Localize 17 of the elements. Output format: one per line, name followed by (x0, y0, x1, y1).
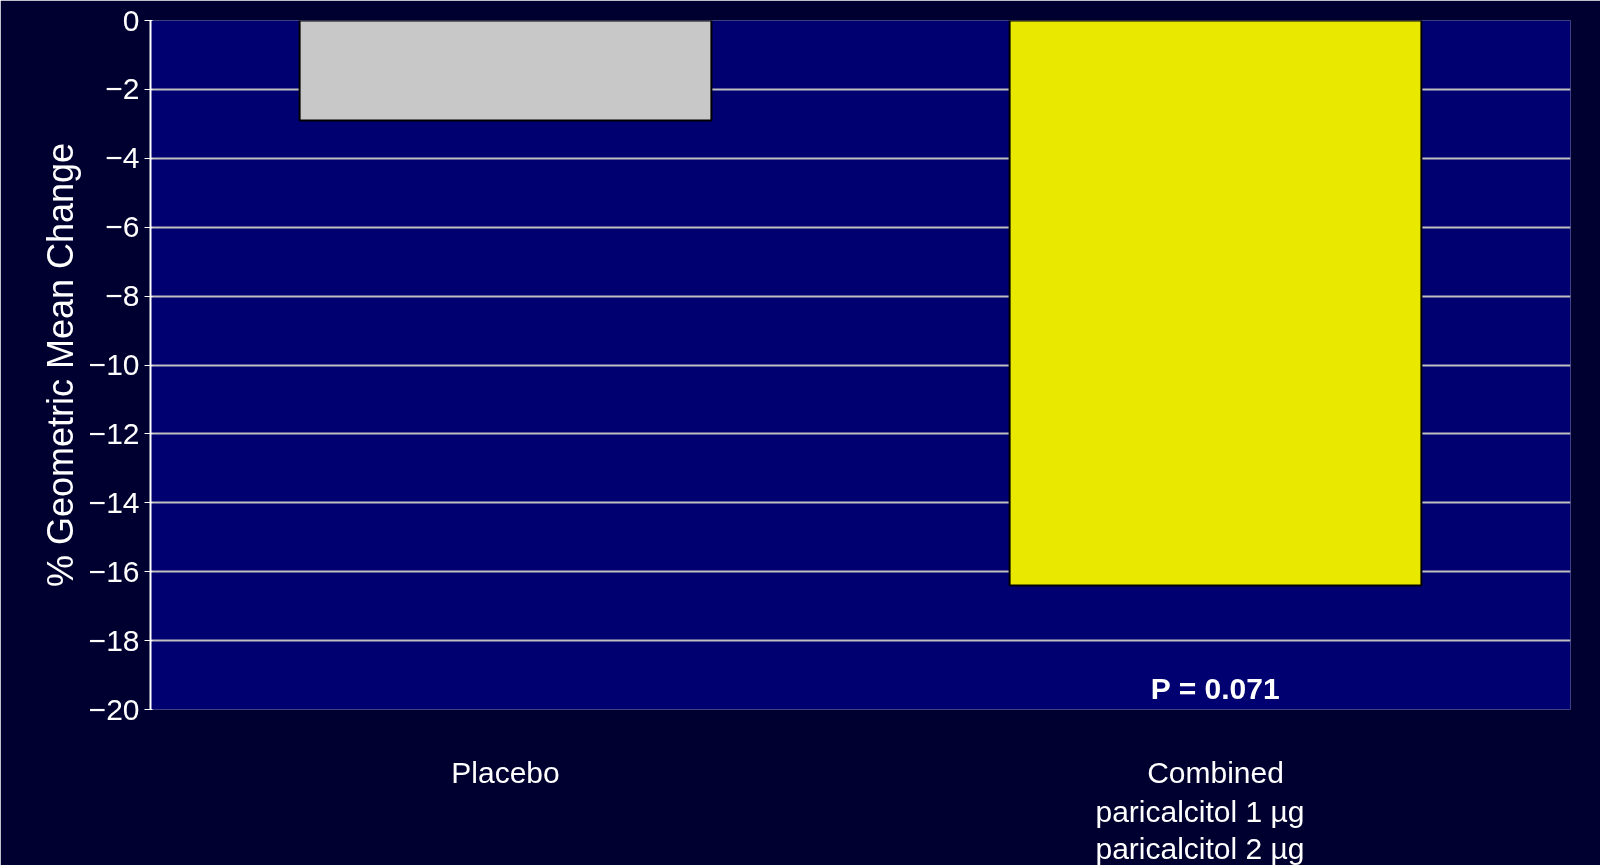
y-tick-label: −6 (105, 210, 140, 244)
y-tick-label: −2 (105, 72, 140, 106)
y-tick-label: −12 (88, 416, 140, 450)
annotation: P = 0.071 (1150, 671, 1280, 705)
x-tick-label: Placebo (451, 755, 560, 789)
y-tick-label: −16 (88, 554, 140, 588)
y-tick-label: −14 (88, 485, 140, 519)
y-tick-label: −18 (88, 623, 140, 657)
text: paricalcitol 1 µg (1095, 794, 1305, 828)
y-tick-label: −10 (88, 348, 140, 381)
y-axis-title: % Geometric Mean Change (39, 142, 81, 588)
x-tick-label: Combined (1147, 755, 1284, 789)
y-tick-label: −20 (88, 692, 140, 726)
y-tick-label: −8 (105, 279, 140, 313)
y-tick-label: 0 (122, 3, 140, 37)
y-tick-label: −4 (105, 141, 140, 175)
text: paricalcitol 2 µg (1095, 831, 1305, 865)
